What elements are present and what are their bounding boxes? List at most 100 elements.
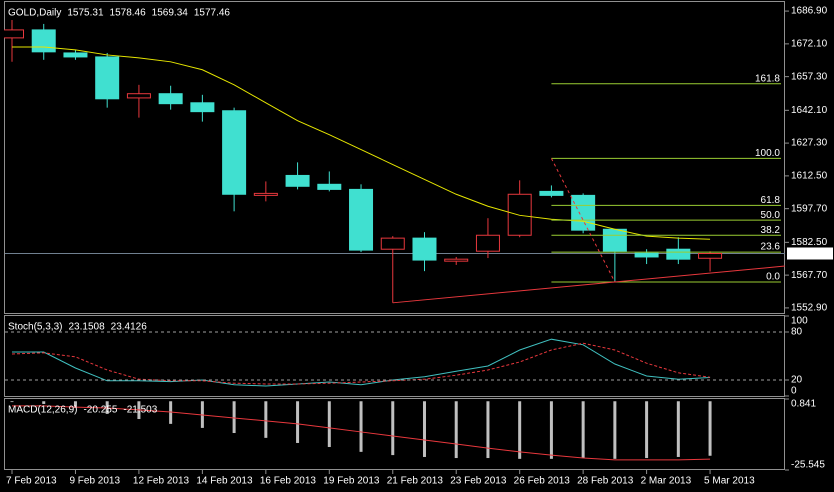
fib-label: 161.8 — [755, 73, 780, 84]
histogram-bar — [169, 401, 173, 424]
fib-label: 61.8 — [761, 195, 781, 206]
indicator-line — [12, 338, 711, 387]
histogram-bar — [327, 401, 331, 448]
x-tick-label: 7 Feb 2013 — [6, 476, 57, 487]
candle-body — [285, 174, 310, 187]
plot-area: 161.8 100.0 61.8 50.0 38.2 23.6 0.0 — [4, 19, 785, 304]
fib-label: 23.6 — [761, 242, 781, 253]
fib-label: 38.2 — [761, 225, 781, 236]
candle-body — [31, 29, 56, 53]
candle-body — [126, 93, 151, 99]
histogram-bar — [454, 401, 458, 459]
x-tick-label: 9 Feb 2013 — [69, 476, 120, 487]
x-tick-label: 12 Feb 2013 — [133, 476, 190, 487]
histogram-bar — [73, 401, 77, 408]
histogram-bar — [549, 401, 553, 459]
plot-area — [11, 338, 711, 387]
histogram-bar — [42, 401, 46, 404]
stoch-panel-border — [4, 315, 785, 397]
candle-body — [666, 248, 691, 260]
candle-body — [602, 228, 627, 252]
fib-label: 50.0 — [761, 210, 781, 221]
header-value: -21.503 — [123, 405, 157, 416]
candle-body — [444, 258, 469, 262]
trendline — [392, 265, 785, 304]
candle-body — [253, 192, 278, 196]
candle-body — [634, 252, 659, 258]
y-tick-label: 1552.90 — [791, 303, 828, 314]
candle-body — [317, 183, 342, 190]
x-tick-label: 23 Feb 2013 — [450, 476, 507, 487]
y-tick-label: 0.841 — [791, 399, 816, 410]
fib-anchor — [550, 158, 616, 283]
candle-body — [571, 194, 596, 231]
candle-body — [222, 110, 247, 195]
header-value: 23.1508 — [68, 322, 105, 333]
candle-body — [190, 102, 215, 113]
header-value: 1578.46 — [110, 8, 147, 19]
x-tick-label: 28 Feb 2013 — [577, 476, 634, 487]
x-tick-label: 19 Feb 2013 — [323, 476, 380, 487]
histogram-bar — [676, 401, 680, 457]
x-tick-label: 16 Feb 2013 — [260, 476, 317, 487]
indicator-line — [11, 342, 711, 385]
x-tick-label: 26 Feb 2013 — [514, 476, 571, 487]
price-label-box — [787, 247, 833, 260]
x-tick-label: 14 Feb 2013 — [196, 476, 253, 487]
y-tick-label: 1686.90 — [791, 6, 828, 17]
histogram-bar — [613, 401, 617, 459]
y-tick-label: 1597.70 — [791, 203, 828, 214]
panel-title: MACD(12,26,9) — [8, 405, 77, 416]
y-tick-label: -25.545 — [791, 460, 825, 471]
histogram-bar — [645, 401, 649, 459]
panel-title: GOLD,Daily — [8, 8, 61, 19]
y-tick-label: 80 — [791, 327, 803, 338]
histogram-bar — [264, 401, 268, 438]
histogram-bar — [10, 401, 14, 403]
moving-average — [12, 46, 711, 240]
signal-line — [12, 405, 711, 461]
y-tick-label: 1582.50 — [791, 237, 828, 248]
y-tick-label: 1612.50 — [791, 171, 828, 182]
candle-body — [349, 188, 374, 251]
header-value: 1569.34 — [152, 8, 189, 19]
y-tick-label: 1672.10 — [791, 39, 828, 50]
histogram-bar — [486, 401, 490, 459]
plot-area — [10, 401, 712, 461]
histogram-bar — [708, 401, 712, 456]
candle-body — [507, 193, 532, 236]
histogram-bar — [422, 401, 426, 457]
x-tick-label: 5 Mar 2013 — [704, 476, 755, 487]
fib-label: 0.0 — [766, 272, 780, 283]
histogram-bar — [232, 401, 236, 434]
candle-body — [698, 253, 723, 259]
candle-body — [158, 93, 183, 105]
candle-body — [63, 52, 88, 58]
candle-body — [95, 56, 120, 100]
histogram-bar — [296, 401, 300, 443]
candle-body — [539, 190, 564, 196]
candle-body — [380, 237, 405, 250]
y-tick-label: 1627.30 — [791, 138, 828, 149]
x-tick-label: 2 Mar 2013 — [641, 476, 692, 487]
macd-panel-border — [4, 398, 785, 470]
histogram-bar — [359, 401, 363, 452]
header-value: 1577.46 — [194, 8, 231, 19]
candle-body — [412, 237, 437, 261]
candle-body — [4, 29, 24, 39]
main-panel-border — [4, 1, 785, 314]
x-tick-label: 21 Feb 2013 — [387, 476, 444, 487]
y-tick-label: 1657.30 — [791, 71, 828, 82]
histogram-bar — [581, 401, 585, 459]
y-tick-label: 20 — [791, 375, 803, 386]
header-value: -20.255 — [83, 405, 117, 416]
price-label: 1577.46 — [791, 248, 828, 259]
y-tick-label: 100 — [791, 316, 808, 327]
histogram-bar — [518, 401, 522, 459]
fib-label: 100.0 — [755, 148, 780, 159]
candle-body — [475, 234, 500, 252]
y-tick-label: 1642.10 — [791, 105, 828, 116]
header-value: 1575.31 — [67, 8, 104, 19]
header-value: 23.4126 — [111, 322, 148, 333]
